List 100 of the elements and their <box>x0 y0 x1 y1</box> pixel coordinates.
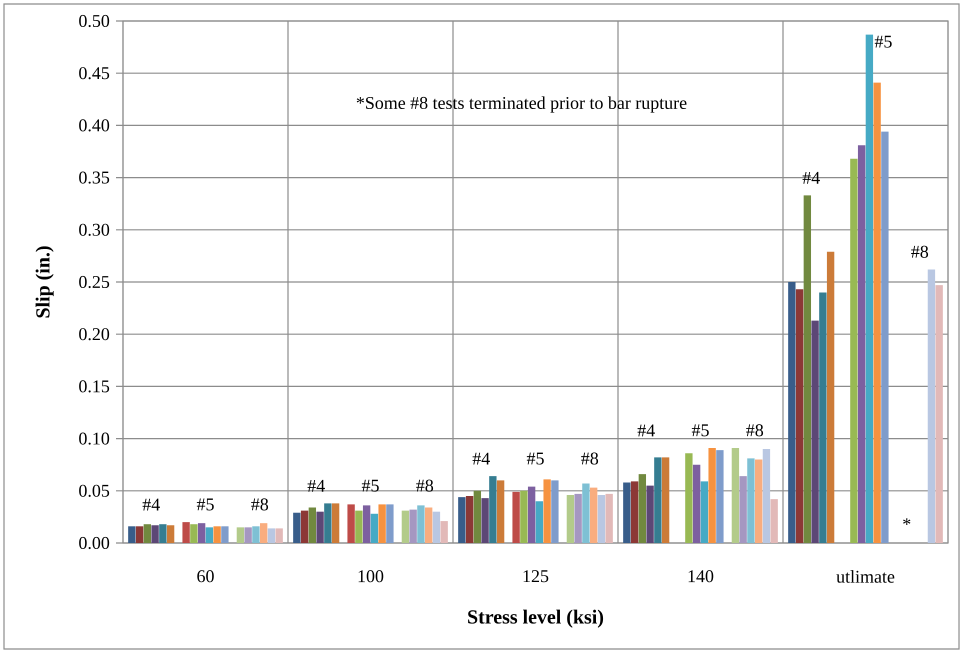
y-tick-label: 0.15 <box>79 380 110 392</box>
bar <box>928 269 936 543</box>
x-tick-label: 100 <box>358 570 384 582</box>
bar <box>293 512 301 543</box>
x-axis-title: Stress level (ksi) <box>468 610 604 628</box>
bar <box>166 525 174 543</box>
bar <box>190 524 198 543</box>
bar <box>605 494 613 543</box>
bar <box>198 523 206 543</box>
bar <box>308 508 316 543</box>
annotation: #8 <box>911 246 928 258</box>
bar <box>496 480 504 543</box>
bar <box>685 453 693 543</box>
bar <box>590 488 598 543</box>
y-tick-label: 0.25 <box>79 276 110 288</box>
bar <box>747 458 755 543</box>
bar <box>804 195 812 543</box>
bar <box>551 480 559 543</box>
bar <box>566 494 574 543</box>
bar <box>347 504 355 543</box>
annotation: #5 <box>874 36 892 48</box>
bar <box>252 526 260 543</box>
bar <box>409 510 417 543</box>
annotation: * <box>903 518 910 525</box>
bar <box>819 292 827 543</box>
y-tick-label: 0.40 <box>79 119 110 132</box>
bar <box>630 481 638 543</box>
bar <box>574 494 582 543</box>
bar <box>362 505 370 543</box>
bar <box>458 497 466 543</box>
annotation: #5 <box>526 452 544 465</box>
bar <box>754 459 762 543</box>
annotation: #5 <box>362 480 379 492</box>
bar <box>144 524 152 543</box>
bar <box>136 526 144 543</box>
y-tick-label: 0.20 <box>79 328 110 340</box>
bar <box>873 82 881 543</box>
y-tick-label: 0.00 <box>79 536 110 550</box>
annotation: #4 <box>142 498 160 510</box>
bar <box>638 474 646 543</box>
bar <box>582 483 590 543</box>
y-tick-label: 0.35 <box>79 172 110 184</box>
bar <box>182 522 190 543</box>
bar <box>543 479 551 543</box>
bar <box>159 524 167 543</box>
bar <box>881 132 889 543</box>
bar <box>324 503 332 543</box>
annotation: #8 <box>251 498 268 510</box>
annotation: #5 <box>692 424 709 436</box>
bar <box>598 494 606 543</box>
bar <box>316 512 324 543</box>
x-tick-label: 60 <box>197 570 214 582</box>
y-tick-label: 0.10 <box>79 432 110 445</box>
bar <box>474 490 482 543</box>
annotation: #5 <box>196 498 214 510</box>
bar <box>536 501 544 543</box>
bar <box>466 496 474 543</box>
bar <box>623 482 631 543</box>
x-tick-label: utlimate <box>836 570 894 583</box>
bar <box>432 512 440 543</box>
annotation: #8 <box>416 480 434 492</box>
bar <box>151 525 159 543</box>
annotation: *Some #8 tests terminated prior to bar rupture <box>356 96 686 113</box>
annotation: #8 <box>746 424 764 436</box>
x-tick-label: 140 <box>688 570 714 582</box>
bar <box>770 499 778 543</box>
bar <box>370 514 378 543</box>
bar <box>692 464 700 543</box>
bar <box>512 492 520 543</box>
bar <box>811 320 819 543</box>
bar <box>662 457 670 543</box>
bar <box>732 448 740 543</box>
bar <box>935 285 943 543</box>
annotation: #8 <box>581 452 598 465</box>
bar <box>788 282 796 543</box>
bar <box>826 252 834 543</box>
bar <box>402 510 410 543</box>
bar <box>646 486 654 543</box>
bar <box>481 498 489 543</box>
y-tick-label: 0.45 <box>79 67 110 80</box>
bar <box>739 476 747 543</box>
bar <box>332 503 340 543</box>
bar <box>213 526 221 543</box>
bar <box>236 527 244 543</box>
y-tick-label: 0.30 <box>79 224 110 236</box>
bar <box>796 289 804 543</box>
bar <box>440 521 448 543</box>
bar <box>654 457 662 543</box>
bar <box>206 527 214 543</box>
annotation: #4 <box>308 480 325 492</box>
y-tick-label: 0.50 <box>79 14 110 28</box>
bar <box>528 486 536 543</box>
bar <box>386 504 394 543</box>
x-tick-label: 125 <box>524 570 548 582</box>
annotation: #4 <box>638 424 655 436</box>
bar <box>700 481 708 543</box>
bar <box>866 34 874 543</box>
bar <box>221 526 229 543</box>
annotation: #4 <box>472 452 490 465</box>
y-axis-title: Slip (in.) <box>36 246 54 318</box>
